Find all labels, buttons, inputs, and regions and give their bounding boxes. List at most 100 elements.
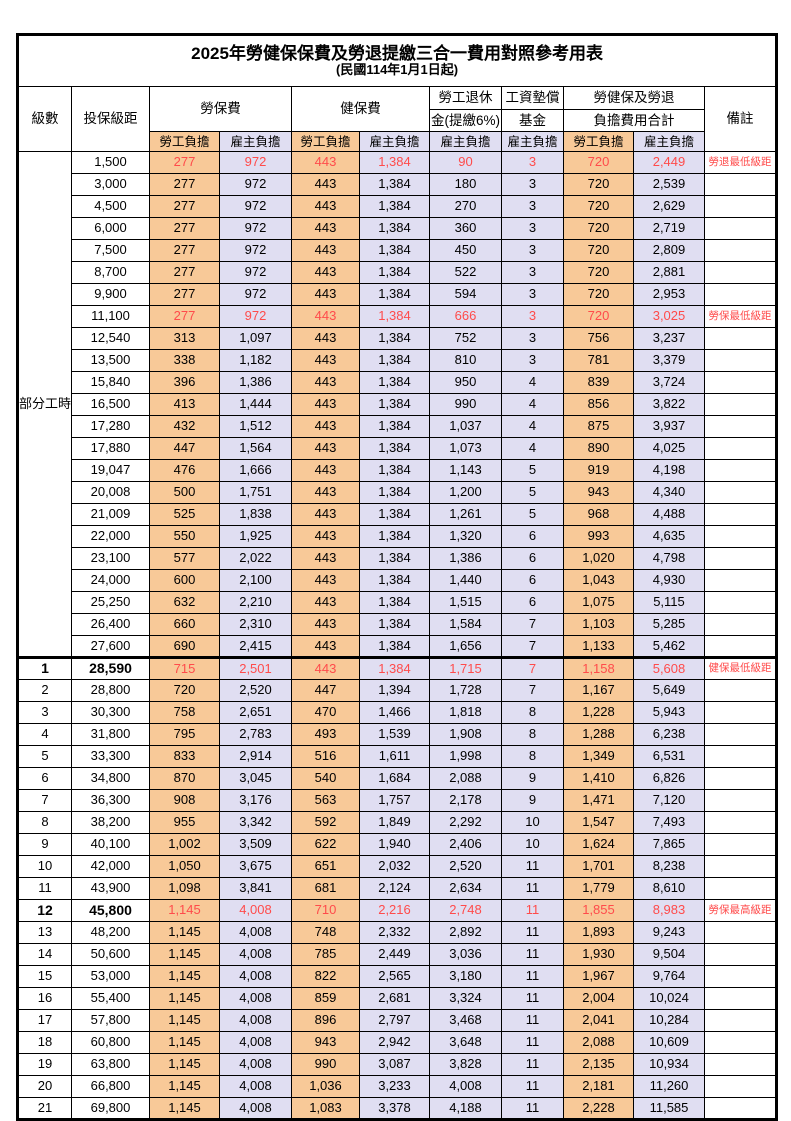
fee-cell: 4,008 xyxy=(219,899,292,922)
fee-cell: 1,083 xyxy=(291,1097,360,1120)
fee-cell: 720 xyxy=(563,217,634,240)
header-health-insurance: 健保費 xyxy=(291,86,430,132)
fee-cell: 3 xyxy=(501,173,564,196)
remark-cell xyxy=(703,459,778,482)
salary-cell: 38,200 xyxy=(71,811,150,834)
level-cell: 6 xyxy=(17,767,72,790)
fee-cell: 450 xyxy=(429,239,502,262)
fee-cell: 2,216 xyxy=(359,899,430,922)
fee-cell: 8 xyxy=(501,701,564,724)
table-row: 5 33,300 833 2,914 516 1,611 1,998 8 1,349 6,531 xyxy=(17,745,778,768)
fee-cell: 1,384 xyxy=(359,393,430,416)
fee-cell: 3,828 xyxy=(429,1053,502,1076)
fee-cell: 1,384 xyxy=(359,349,430,372)
remark-cell xyxy=(703,195,778,218)
fee-cell: 4,798 xyxy=(633,547,705,570)
remark-cell xyxy=(703,481,778,504)
fee-cell: 890 xyxy=(563,437,634,460)
remark-cell xyxy=(703,283,778,306)
salary-cell: 6,000 xyxy=(71,217,150,240)
fee-cell: 1,384 xyxy=(359,217,430,240)
fee-cell: 5,285 xyxy=(633,613,705,636)
fee-cell: 90 xyxy=(429,151,502,174)
fee-cell: 2,520 xyxy=(429,855,502,878)
fee-cell: 3,036 xyxy=(429,943,502,966)
fee-cell: 413 xyxy=(149,393,220,416)
fee-cell: 7,865 xyxy=(633,833,705,856)
fee-table: 2025年勞健保保費及勞退提繳三合一費用對照參考用表 (民國114年1月1日起)… xyxy=(16,33,779,1121)
fee-cell: 1,384 xyxy=(359,635,430,658)
fee-cell: 2,088 xyxy=(563,1031,634,1054)
fee-cell: 10 xyxy=(501,833,564,856)
fee-cell: 10,024 xyxy=(633,987,705,1010)
remark-cell xyxy=(703,327,778,350)
fee-cell: 10 xyxy=(501,811,564,834)
fee-cell: 2,629 xyxy=(633,195,705,218)
fee-cell: 447 xyxy=(149,437,220,460)
level-cell: 5 xyxy=(17,745,72,768)
fee-cell: 594 xyxy=(429,283,502,306)
fee-cell: 3,841 xyxy=(219,877,292,900)
fee-cell: 3,509 xyxy=(219,833,292,856)
fee-cell: 875 xyxy=(563,415,634,438)
fee-cell: 360 xyxy=(429,217,502,240)
fee-cell: 5,649 xyxy=(633,679,705,702)
fee-cell: 7 xyxy=(501,613,564,636)
fee-cell: 4,930 xyxy=(633,569,705,592)
fee-cell: 651 xyxy=(291,855,360,878)
salary-cell: 40,100 xyxy=(71,833,150,856)
fee-cell: 972 xyxy=(219,173,292,196)
level-cell: 7 xyxy=(17,789,72,812)
table-row: 8,700 277 972 443 1,384 522 3 720 2,881 xyxy=(18,261,778,284)
fee-cell: 758 xyxy=(149,701,220,724)
fee-cell: 990 xyxy=(429,393,502,416)
fee-cell: 3,176 xyxy=(219,789,292,812)
remark-cell xyxy=(703,239,778,262)
fee-cell: 943 xyxy=(563,481,634,504)
fee-cell: 443 xyxy=(291,415,360,438)
table-row: 3 30,300 758 2,651 470 1,466 1,818 8 1,228 5,943 xyxy=(17,701,778,724)
fee-cell: 1,050 xyxy=(149,855,220,878)
fee-cell: 908 xyxy=(149,789,220,812)
level-cell: 8 xyxy=(17,811,72,834)
fee-cell: 1,145 xyxy=(149,1009,220,1032)
remark-cell xyxy=(703,437,778,460)
fee-cell: 993 xyxy=(563,525,634,548)
fee-cell: 690 xyxy=(149,635,220,658)
fee-cell: 1,384 xyxy=(359,239,430,262)
fee-cell: 5,462 xyxy=(633,635,705,658)
fee-cell: 990 xyxy=(291,1053,360,1076)
remark-cell xyxy=(703,371,778,394)
fee-cell: 2,332 xyxy=(359,921,430,944)
fee-cell: 1,925 xyxy=(219,525,292,548)
fee-cell: 1,200 xyxy=(429,481,502,504)
remark-cell xyxy=(703,635,778,658)
remark-cell xyxy=(703,767,778,790)
fee-cell: 720 xyxy=(563,305,634,328)
fee-cell: 720 xyxy=(149,679,220,702)
fee-cell: 592 xyxy=(291,811,360,834)
remark-cell xyxy=(703,987,778,1010)
fee-cell: 3,378 xyxy=(359,1097,430,1120)
salary-cell: 11,100 xyxy=(71,305,150,328)
fee-cell: 3,724 xyxy=(633,371,705,394)
level-cell: 3 xyxy=(17,701,72,724)
header-wage-fund-line2: 基金 xyxy=(501,109,564,132)
subheader-total-employer: 雇主負擔 xyxy=(633,131,705,152)
salary-cell: 28,800 xyxy=(71,679,150,702)
fee-cell: 1,384 xyxy=(359,261,430,284)
remark-cell xyxy=(703,1075,778,1098)
fee-cell: 1,288 xyxy=(563,723,634,746)
fee-cell: 277 xyxy=(149,305,220,328)
fee-cell: 277 xyxy=(149,195,220,218)
fee-cell: 443 xyxy=(291,283,360,306)
fee-cell: 1,384 xyxy=(359,459,430,482)
fee-cell: 785 xyxy=(291,943,360,966)
fee-cell: 943 xyxy=(291,1031,360,1054)
header-pension-line1: 勞工退休 xyxy=(429,86,502,110)
fee-cell: 2,719 xyxy=(633,217,705,240)
salary-cell: 12,540 xyxy=(71,327,150,350)
fee-cell: 681 xyxy=(291,877,360,900)
salary-cell: 42,000 xyxy=(71,855,150,878)
remark-cell xyxy=(703,921,778,944)
